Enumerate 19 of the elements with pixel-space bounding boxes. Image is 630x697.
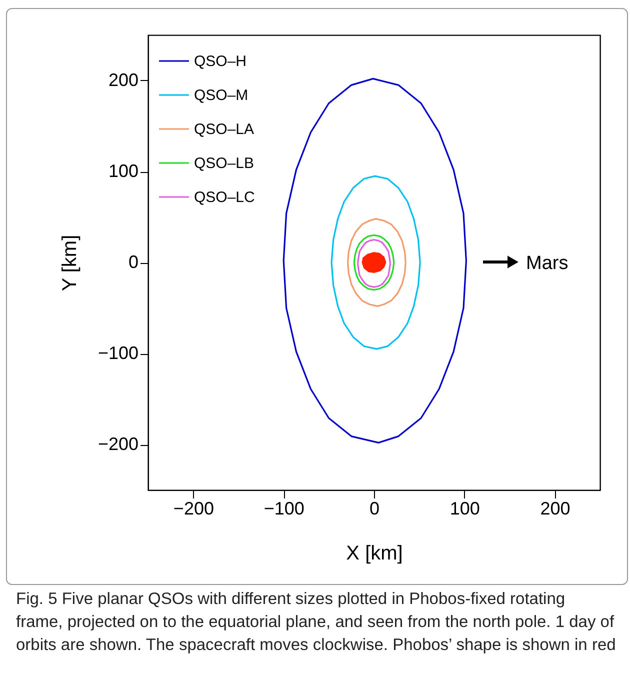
legend-label: QSO–H [194, 53, 247, 70]
x-axis-title: X [km] [346, 542, 403, 564]
x-tick-label: 100 [450, 498, 480, 518]
annotation: Mars [526, 253, 568, 274]
legend-label: QSO–LC [194, 189, 256, 206]
y-axis-title: Y [km] [58, 234, 81, 292]
caption: Fig. 5 Five planar QSOs with different sizes plotted in Phobos-fixed rotating frame, projected on to the equatorial plane, and seen from the north pole. 1 day of orbits are shown. The spacecraft moves clockwise. Phobos’ shape is shown in red [16, 589, 616, 656]
x-tick-label: −100 [264, 498, 304, 518]
y-tick-label: 200 [108, 70, 138, 90]
legend-label: QSO–LA [194, 121, 254, 138]
y-tick-label: 0 [128, 252, 138, 272]
x-tick-label: 0 [369, 498, 380, 518]
y-tick-label: −200 [98, 434, 138, 454]
x-tick-label: −200 [173, 498, 214, 518]
legend-label: QSO–M [194, 87, 248, 104]
legend-label: QSO–LB [194, 155, 254, 172]
y-tick-label: 100 [108, 161, 138, 181]
y-tick-label: −100 [98, 343, 138, 363]
x-tick-label: 200 [540, 498, 570, 518]
